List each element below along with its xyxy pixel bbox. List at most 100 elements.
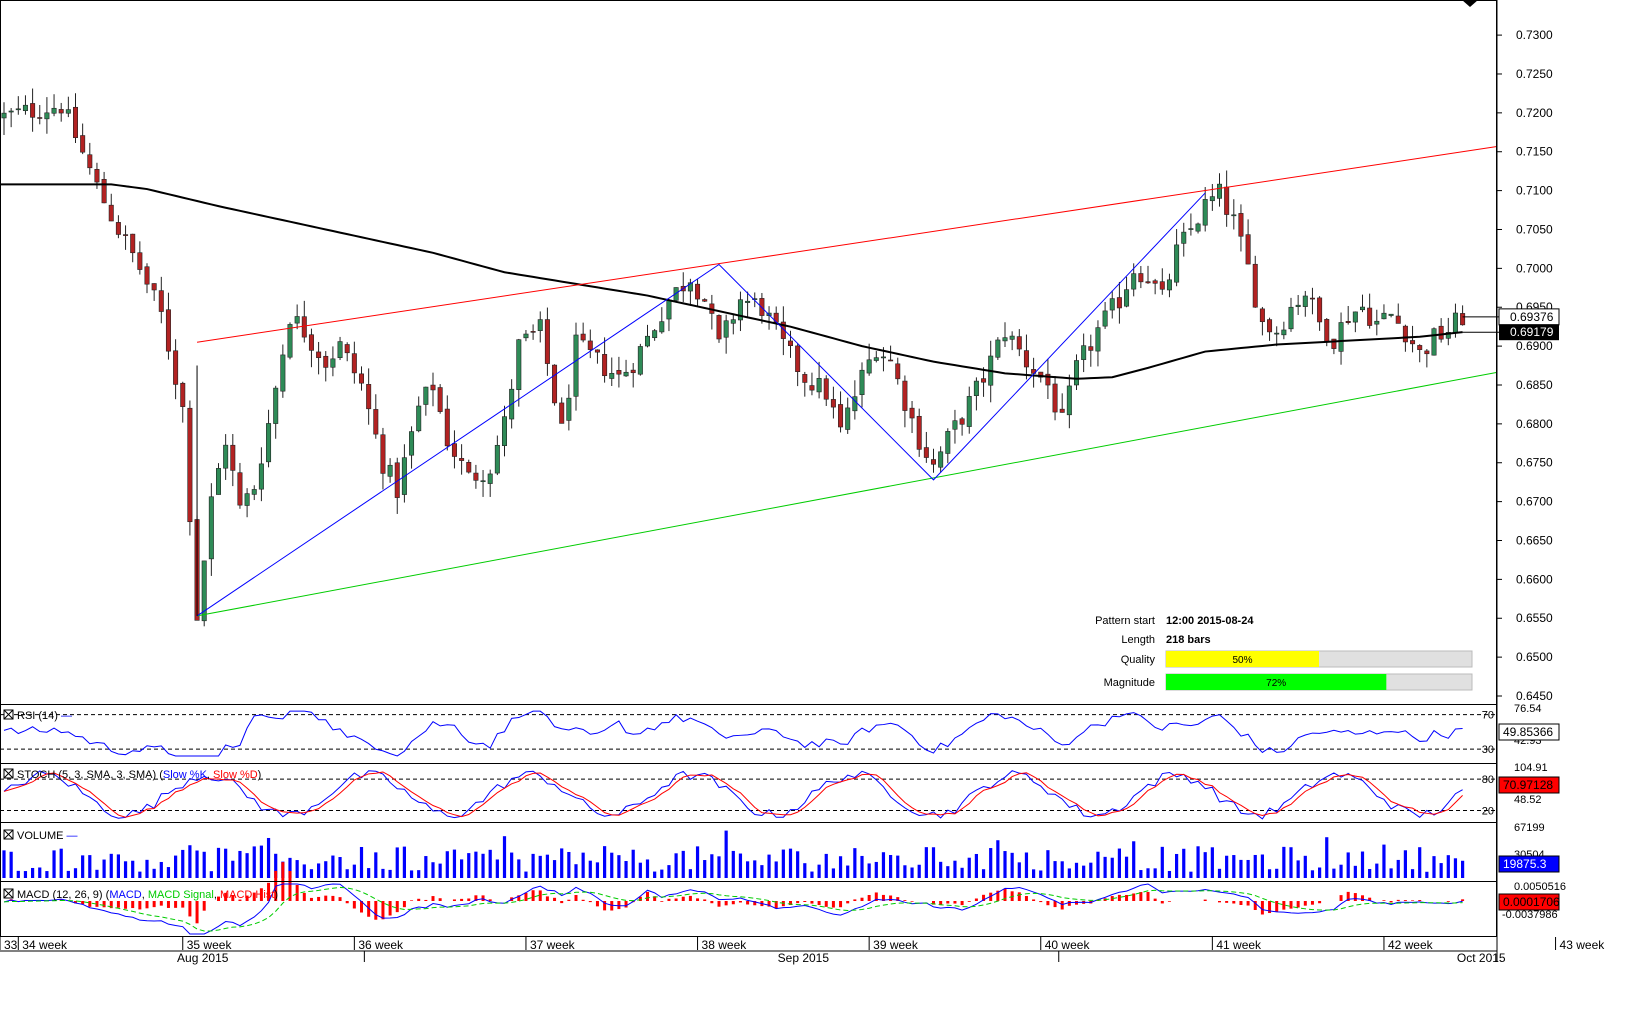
candle — [1124, 289, 1130, 307]
pane-label: MACD (12, 26, 9) (MACD, MACD Signal, MAC… — [17, 889, 278, 901]
macd-hist-bar — [960, 901, 964, 906]
volume-bar — [1046, 850, 1050, 878]
candle — [301, 316, 307, 338]
volume-bar — [517, 859, 521, 878]
candle — [1023, 350, 1029, 368]
candle — [251, 489, 257, 495]
macd-hist-bar — [617, 901, 621, 910]
macd-hist-bar — [395, 901, 399, 913]
indicator-value-box — [1498, 893, 1560, 911]
candle — [966, 396, 972, 427]
candle — [523, 333, 529, 339]
candle — [187, 407, 193, 523]
volume-bar — [588, 860, 592, 878]
volume-bar — [1210, 847, 1214, 878]
volume-bar — [738, 853, 743, 878]
volume-bar — [359, 847, 364, 878]
pane-label: STOCH (5, 3, SMA, 3, SMA) (Slow %K, Slow… — [17, 769, 261, 781]
volume-bar — [224, 848, 228, 878]
macd-hist-bar — [538, 890, 542, 901]
volume-bar — [953, 860, 957, 878]
volume-bar — [560, 848, 564, 878]
macd-hist-bar — [581, 899, 585, 901]
volume-bar — [152, 868, 156, 878]
candle — [780, 321, 786, 339]
volume-bar — [1039, 870, 1043, 878]
volume-bar — [1096, 851, 1100, 878]
macd-hist-bar — [1411, 900, 1415, 901]
macd-hist-bar — [1139, 892, 1143, 901]
candle — [366, 384, 372, 410]
candle — [73, 106, 79, 138]
macd-hist-bar — [974, 898, 978, 901]
candle — [137, 252, 143, 270]
volume-bar — [1110, 857, 1114, 878]
candle — [945, 431, 951, 454]
volume-bar — [23, 871, 28, 878]
week-label: 34 week — [22, 938, 68, 952]
candle — [1195, 223, 1201, 232]
candle — [530, 331, 536, 333]
volume-bar — [1461, 860, 1465, 878]
candle — [1302, 295, 1308, 307]
volume-bar — [181, 849, 185, 878]
volume-bar — [867, 863, 871, 878]
week-label: 33 — [4, 938, 18, 952]
candle — [859, 369, 865, 396]
volume-bar — [874, 861, 878, 878]
macd-hist-bar — [1039, 901, 1043, 903]
macd-hist-bar — [553, 897, 557, 901]
volume-bar — [1439, 863, 1443, 878]
volume-bar — [295, 860, 299, 878]
macd-hist-bar — [288, 870, 292, 901]
volume-bar — [2, 850, 6, 878]
macd-hist-bar — [295, 884, 299, 901]
volume-bar — [1010, 852, 1014, 878]
pattern-info-label: Pattern start — [1095, 615, 1155, 627]
volume-bar — [1017, 862, 1021, 878]
macd-hist-bar — [517, 895, 521, 901]
ma-price-label: 0.69179 — [1510, 325, 1554, 339]
macd-hist-bar — [245, 895, 249, 901]
pattern-bar-label: 72% — [1266, 678, 1286, 689]
pattern-bar-fill — [1166, 651, 1319, 667]
volume-bar — [231, 860, 235, 878]
resistance-line — [196, 146, 1498, 343]
volume-bar — [989, 848, 993, 878]
volume-bar — [1275, 868, 1279, 878]
volume-bar — [810, 871, 814, 878]
macd-hist-bar — [131, 901, 135, 909]
volume-bar — [345, 869, 349, 878]
macd-hist-bar — [932, 901, 935, 905]
rsi-line — [3, 710, 1463, 757]
candle — [216, 468, 222, 495]
candle — [208, 496, 214, 560]
candle — [1252, 263, 1258, 308]
corner-triangle-icon — [1462, 0, 1478, 7]
candle — [1224, 186, 1230, 215]
candle — [1231, 214, 1237, 217]
candle — [1181, 231, 1187, 244]
volume-bar — [445, 851, 449, 878]
macd-hist-bar — [1403, 900, 1407, 901]
week-label: 37 week — [530, 938, 576, 952]
candle — [737, 299, 743, 321]
volume-bar — [1246, 859, 1250, 878]
candle — [930, 459, 936, 465]
candle — [1438, 325, 1444, 340]
macd-hist-bar — [1024, 896, 1028, 901]
volume-bar — [717, 856, 721, 878]
indicator-value-label: 0.0001706 — [1503, 895, 1560, 909]
price-tick-label: 0.6700 — [1516, 495, 1553, 509]
volume-bar — [302, 864, 306, 878]
volume-bar — [38, 867, 42, 878]
macd-hist-bar — [1218, 901, 1221, 903]
month-label: Sep 2015 — [778, 951, 830, 965]
candle — [866, 359, 872, 374]
macd-hist-bar — [1067, 901, 1071, 906]
candle — [158, 290, 164, 312]
rsi-tick-label: 76.54 — [1514, 703, 1542, 715]
volume-bar — [688, 869, 692, 878]
candle — [80, 135, 86, 153]
candle — [244, 493, 250, 506]
